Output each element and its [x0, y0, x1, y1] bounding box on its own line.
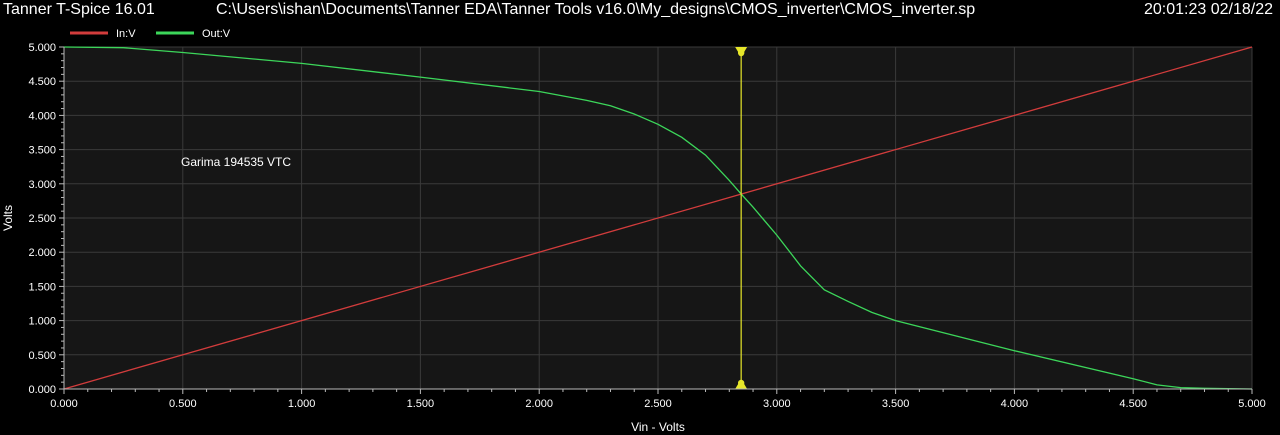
x-tick-label: 1.500: [407, 398, 435, 410]
annotation-label: Garima 194535 VTC: [181, 155, 291, 169]
x-tick-label: 4.500: [1119, 398, 1147, 410]
legend-label-out-v: Out:V: [202, 28, 231, 40]
file-path: C:\Users\ishan\Documents\Tanner EDA\Tann…: [216, 1, 976, 18]
x-tick-label: 3.500: [882, 398, 910, 410]
x-tick-label: 0.500: [169, 398, 197, 410]
y-tick-label: 4.500: [28, 76, 56, 88]
y-tick-label: 3.000: [28, 179, 56, 191]
app-title: Tanner T-Spice 16.01: [3, 1, 155, 18]
legend-label-in-v: In:V: [116, 28, 136, 40]
x-axis-label: Vin - Volts: [631, 420, 685, 434]
x-tick-label: 2.500: [644, 398, 672, 410]
y-tick-label: 0.000: [28, 384, 56, 396]
y-tick-label: 2.000: [28, 247, 56, 259]
y-axis-label: Volts: [1, 205, 15, 231]
legend: In:V Out:V: [70, 28, 231, 40]
y-tick-label: 4.000: [28, 110, 56, 122]
y-tick-label: 1.000: [28, 316, 56, 328]
axes: 0.000 0.500 1.000 1.500 2.000 2.500 3.000 3.500…: [28, 42, 1265, 410]
x-tick-label: 2.000: [525, 398, 553, 410]
cursor[interactable]: [735, 47, 748, 389]
x-tick-label: 3.000: [763, 398, 791, 410]
cursor-top-dot: [737, 49, 745, 57]
x-tick-label: 1.000: [288, 398, 316, 410]
series-line-in-v: [63, 46, 1253, 390]
y-tick-label: 3.500: [28, 145, 56, 157]
x-tick-label: 0.000: [50, 398, 78, 410]
y-tick-label: 2.500: [28, 213, 56, 225]
y-tick-label: 0.500: [28, 350, 56, 362]
x-tick-label: 5.000: [1238, 398, 1266, 410]
cursor-bottom-dot: [737, 379, 745, 387]
timestamp: 20:01:23 02/18/22: [1143, 1, 1273, 18]
title-bar: Tanner T-Spice 16.01 C:\Users\ishan\Docu…: [0, 0, 1280, 24]
y-tick-label: 5.000: [28, 42, 56, 54]
y-tick-label: 1.500: [28, 281, 56, 293]
x-tick-label: 4.000: [1001, 398, 1029, 410]
